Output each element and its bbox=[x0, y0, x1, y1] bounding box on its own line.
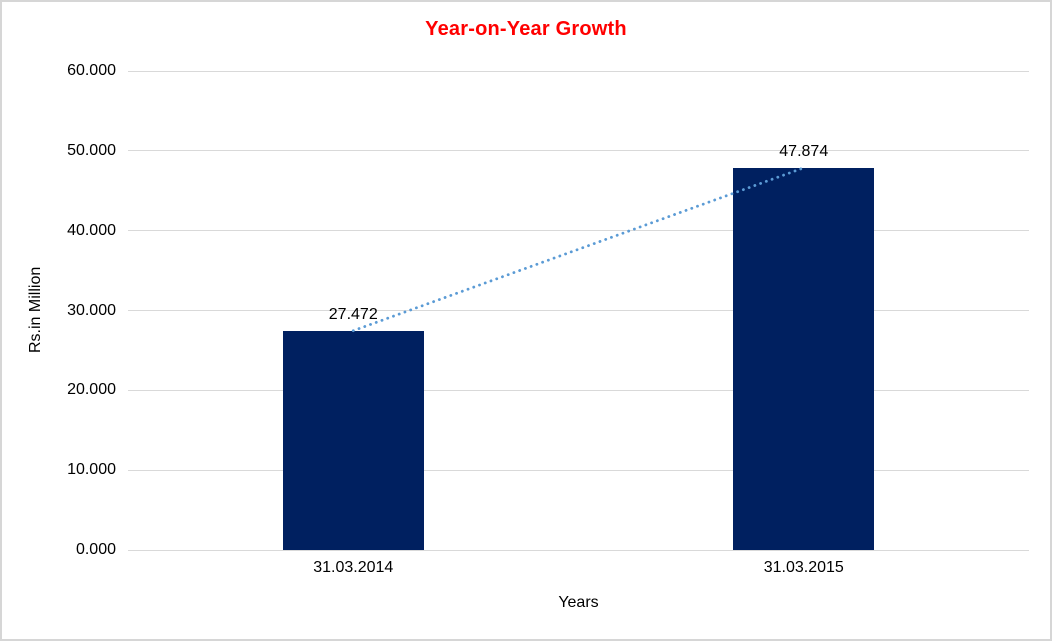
plot-area: 27.472 47.874 bbox=[128, 70, 1029, 551]
gridline bbox=[128, 70, 1029, 72]
bar bbox=[733, 167, 875, 550]
y-tick-label: 60.000 bbox=[67, 62, 116, 79]
x-tick-label: 31.03.2015 bbox=[763, 559, 844, 576]
gridline bbox=[128, 310, 1029, 311]
gridline bbox=[128, 549, 1029, 551]
x-tick-label: 31.03.2014 bbox=[313, 559, 394, 576]
gridline bbox=[128, 150, 1029, 152]
gridline bbox=[128, 389, 1029, 391]
y-tick-label: 50.000 bbox=[67, 141, 116, 159]
y-tick-label: 0.000 bbox=[75, 541, 116, 558]
chart-title: Year-on-Year Growth bbox=[425, 18, 627, 40]
bar bbox=[282, 330, 424, 550]
y-tick-label: 40.000 bbox=[67, 221, 116, 239]
bar-value-label: 27.472 bbox=[328, 305, 378, 323]
y-tick-label: 20.000 bbox=[67, 381, 116, 399]
bar-value-label: 47.874 bbox=[779, 142, 829, 160]
x-axis-title: Years bbox=[558, 594, 599, 611]
y-tick-label: 30.000 bbox=[67, 301, 116, 319]
y-tick-label: 10.000 bbox=[67, 461, 116, 479]
gridline bbox=[128, 469, 1029, 471]
gridline bbox=[128, 230, 1029, 232]
